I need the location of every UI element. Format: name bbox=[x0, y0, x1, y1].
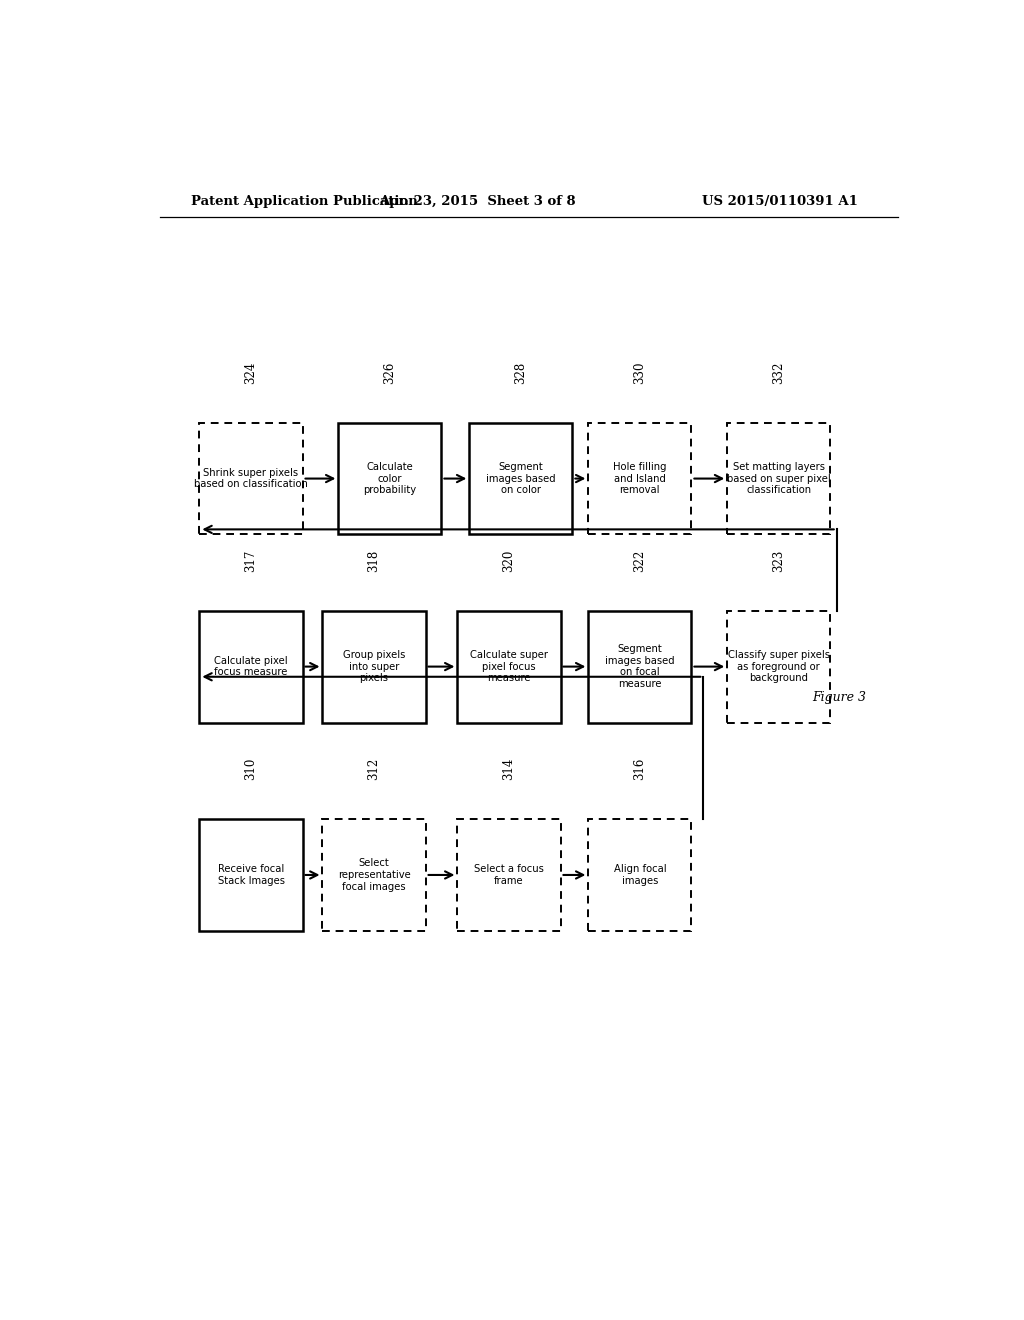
Text: 312: 312 bbox=[368, 758, 381, 780]
Text: Select
representative
focal images: Select representative focal images bbox=[338, 858, 411, 891]
Text: Calculate
color
probability: Calculate color probability bbox=[364, 462, 417, 495]
Text: Classify super pixels
as foreground or
background: Classify super pixels as foreground or b… bbox=[728, 649, 829, 684]
Text: US 2015/0110391 A1: US 2015/0110391 A1 bbox=[702, 194, 858, 207]
Text: 322: 322 bbox=[634, 550, 646, 572]
Text: 318: 318 bbox=[368, 550, 381, 572]
FancyBboxPatch shape bbox=[200, 818, 303, 931]
Text: Shrink super pixels
based on classification: Shrink super pixels based on classificat… bbox=[195, 467, 308, 490]
Text: 326: 326 bbox=[383, 362, 396, 384]
Text: Calculate super
pixel focus
measure: Calculate super pixel focus measure bbox=[470, 649, 548, 684]
Text: Patent Application Publication: Patent Application Publication bbox=[191, 194, 418, 207]
FancyBboxPatch shape bbox=[200, 611, 303, 722]
Text: Hole filling
and Island
removal: Hole filling and Island removal bbox=[613, 462, 667, 495]
Text: Align focal
images: Align focal images bbox=[613, 865, 667, 886]
Text: 316: 316 bbox=[634, 758, 646, 780]
Text: Apr. 23, 2015  Sheet 3 of 8: Apr. 23, 2015 Sheet 3 of 8 bbox=[379, 194, 575, 207]
FancyBboxPatch shape bbox=[469, 422, 572, 535]
Text: Segment
images based
on color: Segment images based on color bbox=[486, 462, 556, 495]
Text: 314: 314 bbox=[503, 758, 515, 780]
Text: 332: 332 bbox=[772, 362, 785, 384]
Text: 328: 328 bbox=[514, 362, 527, 384]
Text: Figure 3: Figure 3 bbox=[812, 690, 866, 704]
FancyBboxPatch shape bbox=[338, 422, 441, 535]
Text: Receive focal
Stack Images: Receive focal Stack Images bbox=[217, 865, 285, 886]
Text: 310: 310 bbox=[245, 758, 257, 780]
Text: Segment
images based
on focal
measure: Segment images based on focal measure bbox=[605, 644, 675, 689]
FancyBboxPatch shape bbox=[323, 818, 426, 931]
FancyBboxPatch shape bbox=[458, 818, 560, 931]
Text: Calculate pixel
focus measure: Calculate pixel focus measure bbox=[214, 656, 288, 677]
Text: 330: 330 bbox=[634, 362, 646, 384]
FancyBboxPatch shape bbox=[588, 818, 691, 931]
Text: Group pixels
into super
pixels: Group pixels into super pixels bbox=[343, 649, 406, 684]
FancyBboxPatch shape bbox=[727, 422, 830, 535]
Text: Set matting layers
based on super pixel
classification: Set matting layers based on super pixel … bbox=[727, 462, 830, 495]
Text: 323: 323 bbox=[772, 549, 785, 572]
Text: 317: 317 bbox=[245, 549, 257, 572]
Text: 320: 320 bbox=[503, 549, 515, 572]
FancyBboxPatch shape bbox=[727, 611, 830, 722]
Text: 324: 324 bbox=[245, 362, 257, 384]
Text: Select a focus
frame: Select a focus frame bbox=[474, 865, 544, 886]
FancyBboxPatch shape bbox=[588, 611, 691, 722]
FancyBboxPatch shape bbox=[458, 611, 560, 722]
FancyBboxPatch shape bbox=[323, 611, 426, 722]
FancyBboxPatch shape bbox=[588, 422, 691, 535]
FancyBboxPatch shape bbox=[200, 422, 303, 535]
